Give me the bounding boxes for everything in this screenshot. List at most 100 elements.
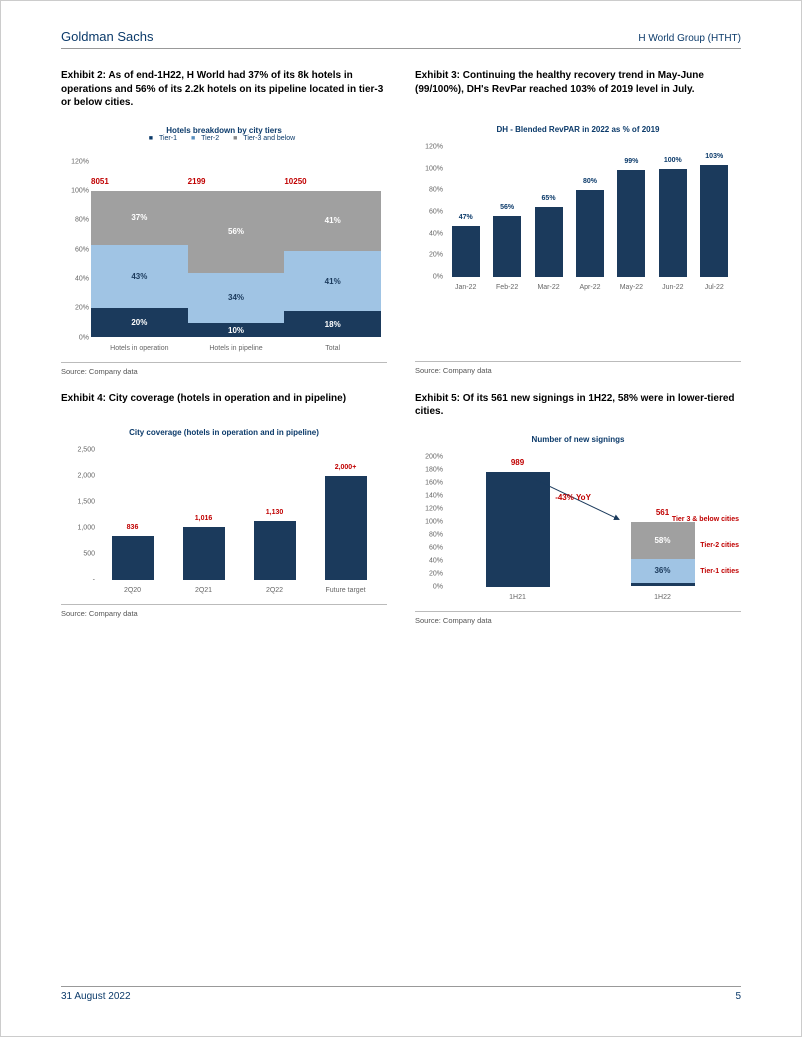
chart-legend: ■ Tier-1 ■ Tier-2 ■ Tier-3 and below	[61, 135, 387, 142]
bar-value-label: 1,016	[183, 515, 225, 522]
footer-page: 5	[735, 991, 741, 1002]
bar: 47%	[452, 226, 480, 277]
bar-value-label: 2,000+	[325, 464, 367, 471]
bar-column: 989	[445, 457, 590, 587]
exhibit-grid: Exhibit 2: As of end-1H22, H World had 3…	[61, 69, 741, 625]
x-label: 1H22	[590, 594, 735, 601]
y-axis-ticks: -5001,0001,5002,0002,500	[63, 450, 95, 580]
chart-title: Number of new signings	[415, 435, 741, 444]
bar-row: 805137%43%20%219956%34%10%1025041%41%18%	[91, 162, 381, 338]
bar: 100%	[659, 169, 687, 277]
y-tick: 80%	[429, 531, 443, 538]
plot-area: 0%20%40%60%80%100%120% 47%56%65%80%99%10…	[445, 147, 735, 277]
y-tick: 2,000	[77, 472, 95, 479]
x-label: 2Q20	[97, 587, 168, 594]
y-tick: 40%	[429, 557, 443, 564]
exhibit-2: Exhibit 2: As of end-1H22, H World had 3…	[61, 69, 387, 376]
stacked-bar: 56158%36%	[631, 522, 695, 587]
page-header: Goldman Sachs H World Group (HTHT)	[61, 29, 741, 44]
exhibit-4: Exhibit 4: City coverage (hotels in oper…	[61, 392, 387, 625]
y-tick: 60%	[429, 209, 443, 216]
x-label: Total	[284, 345, 381, 352]
exhibit-source: Source: Company data	[415, 361, 741, 375]
bar: 989	[486, 472, 550, 586]
y-tick: 140%	[425, 492, 443, 499]
x-axis-labels: Hotels in operationHotels in pipelineTot…	[91, 345, 381, 352]
footer-date: 31 August 2022	[61, 991, 131, 1002]
bar-column: 836	[97, 450, 168, 580]
y-tick: 40%	[429, 230, 443, 237]
x-label: Hotels in operation	[91, 345, 188, 352]
y-tick: 20%	[429, 252, 443, 259]
bar-total-label: 561	[631, 508, 695, 517]
bar-value-label: 100%	[659, 157, 687, 164]
x-label: 1H21	[445, 594, 590, 601]
y-tick: 20%	[75, 305, 89, 312]
y-tick: 80%	[75, 217, 89, 224]
exhibit-3-chart: DH - Blended RevPAR in 2022 as % of 2019…	[415, 125, 741, 295]
bar: 56%	[493, 216, 521, 277]
y-axis-ticks: 0%20%40%60%80%100%120%	[63, 162, 89, 338]
exhibit-title: Exhibit 3: Continuing the healthy recove…	[415, 69, 741, 109]
bar: 1,016	[183, 527, 225, 580]
bar-value-label: 103%	[700, 153, 728, 160]
page-footer: 31 August 2022 5	[61, 986, 741, 1002]
bar-column: 1,130	[239, 450, 310, 580]
y-tick: 100%	[425, 165, 443, 172]
stacked-bar: 219956%34%10%	[188, 191, 285, 338]
x-label: Jan-22	[445, 284, 486, 291]
y-tick: 160%	[425, 479, 443, 486]
bar-column: 805137%43%20%	[91, 162, 188, 338]
bar: 1,130	[254, 521, 296, 580]
bar-value-label: 99%	[617, 158, 645, 165]
bar: 2,000+	[325, 476, 367, 580]
side-label-tier2: Tier-2 cities	[700, 542, 739, 549]
bar-column: 2,000+	[310, 450, 381, 580]
bar-column: 80%	[569, 147, 610, 277]
plot-area: 0%20%40%60%80%100%120% 805137%43%20%2199…	[91, 162, 381, 338]
y-tick: 80%	[429, 187, 443, 194]
y-tick: 60%	[75, 246, 89, 253]
bar-column: 1025041%41%18%	[284, 162, 381, 338]
x-label: Hotels in pipeline	[188, 345, 285, 352]
bar-value-label: 836	[112, 524, 154, 531]
y-tick: 120%	[71, 158, 89, 165]
bar-value-label: 1,130	[254, 509, 296, 516]
bar-total-label: 8051	[91, 177, 109, 186]
exhibit-4-chart: City coverage (hotels in operation and i…	[61, 428, 387, 598]
exhibit-5-chart: Number of new signings 0%20%40%60%80%100…	[415, 435, 741, 605]
x-label: Jun-22	[652, 284, 693, 291]
x-label: 2Q22	[239, 587, 310, 594]
yoy-label: -43% YoY	[555, 493, 591, 502]
bar-column: 1,016	[168, 450, 239, 580]
bar: 103%	[700, 165, 728, 277]
y-tick: 100%	[425, 518, 443, 525]
x-label: 2Q21	[168, 587, 239, 594]
x-label: May-22	[611, 284, 652, 291]
y-axis-ticks: 0%20%40%60%80%100%120%	[417, 147, 443, 277]
x-label: Jul-22	[694, 284, 735, 291]
bar: 80%	[576, 190, 604, 277]
bar-column: 99%	[611, 147, 652, 277]
x-label: Future target	[310, 587, 381, 594]
bar: 99%	[617, 170, 645, 277]
y-tick: 40%	[75, 275, 89, 282]
y-tick: 20%	[429, 570, 443, 577]
bar-value-label: 80%	[576, 178, 604, 185]
y-tick: 500	[83, 550, 95, 557]
y-tick: 200%	[425, 453, 443, 460]
exhibit-source: Source: Company data	[61, 604, 387, 618]
bar-total-label: 2199	[188, 177, 206, 186]
bar: 836	[112, 536, 154, 579]
x-axis-labels: 1H211H22	[445, 594, 735, 601]
doc-subject: H World Group (HTHT)	[638, 33, 741, 44]
chart-title: Hotels breakdown by city tiers	[61, 126, 387, 135]
side-label-tier3: Tier 3 & below cities	[672, 516, 739, 523]
bar-total-label: 989	[486, 458, 550, 467]
bar-value-label: 65%	[535, 195, 563, 202]
side-label-tier1: Tier-1 cities	[700, 568, 739, 575]
exhibit-5: Exhibit 5: Of its 561 new signings in 1H…	[415, 392, 741, 625]
bar-column: 56%	[486, 147, 527, 277]
y-tick: 60%	[429, 544, 443, 551]
exhibit-source: Source: Company data	[415, 611, 741, 625]
